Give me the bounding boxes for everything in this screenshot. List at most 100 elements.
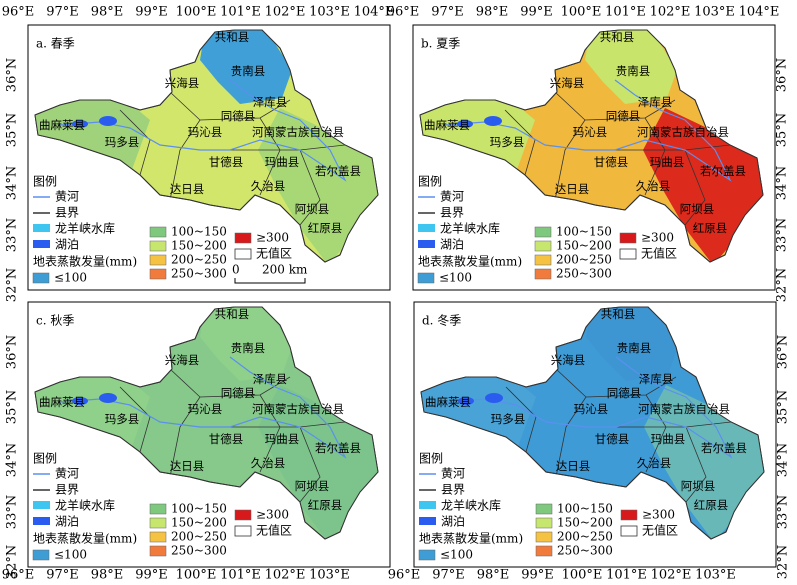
legend-class: ≤100 (54, 548, 87, 562)
county-label: 阿坝县 (680, 202, 715, 216)
county-label: 河南蒙古族自治县 (252, 402, 344, 416)
lake (458, 397, 474, 405)
y-tick-label: 36°N (5, 58, 20, 92)
county-label: 阿坝县 (681, 479, 716, 493)
county-label: 甘德县 (209, 155, 244, 169)
west-patch (420, 95, 535, 175)
panel-label: c. 秋季 (36, 314, 74, 328)
legend-class-swatch (32, 549, 50, 561)
county-label: 玛曲县 (650, 155, 685, 169)
county-label: 玛多县 (490, 135, 525, 149)
county-label: 红原县 (308, 221, 343, 235)
x-tick-label: 103°E (694, 5, 735, 20)
y-tick-label: 32°N (5, 545, 20, 579)
county-label: 玛曲县 (265, 432, 300, 446)
north-patch (585, 30, 677, 104)
x-tick-label: 100°E (176, 568, 217, 583)
x-tick-label: 102°E (265, 5, 306, 20)
legend-border: 县界 (441, 483, 465, 497)
county-label: 贵南县 (616, 64, 651, 78)
region-outline (419, 29, 764, 263)
county-label: 玛曲县 (265, 155, 300, 169)
x-tick-label: 99°E (135, 568, 168, 583)
county-border (684, 149, 706, 226)
legend-class-swatch (149, 545, 167, 557)
legend-class: 200~250 (171, 530, 227, 544)
county-label: 玛多县 (105, 412, 140, 426)
x-tick-label: 97°E (432, 568, 465, 583)
county-label: 同德县 (221, 109, 256, 123)
legend-class: 150~200 (171, 516, 227, 530)
county-label: 同德县 (606, 109, 641, 123)
y-tick-label: 32°N (5, 268, 20, 302)
county-border (299, 426, 321, 503)
x-tick-label: 101°E (605, 5, 646, 20)
lake (99, 393, 117, 403)
county-label: 河南蒙古族自治县 (638, 402, 730, 416)
legend-reservoir: 龙羊峡水库 (55, 498, 115, 513)
county-label: 共和县 (601, 307, 636, 321)
legend-class: 200~250 (556, 253, 612, 267)
lake (72, 120, 88, 128)
legend-class-swatch (234, 509, 252, 521)
legend-class: 200~250 (171, 253, 227, 267)
x-tick-label: 98°E (91, 5, 124, 20)
x-tick-label: 104°E (739, 5, 780, 20)
x-tick-label: 99°E (521, 568, 554, 583)
county-label: 若尔盖县 (315, 441, 361, 455)
county-label: 甘德县 (209, 432, 244, 446)
legend-lake: 湖泊 (55, 237, 79, 252)
county-label: 达日县 (556, 459, 591, 473)
legend-class-swatch (418, 549, 436, 561)
county-label: 同德县 (221, 386, 256, 400)
county-label: 河南蒙古族自治县 (252, 125, 344, 139)
legend-class-swatch (534, 226, 552, 238)
y-tick-label: 36°N (776, 335, 791, 369)
y-tick-label: 35°N (5, 113, 20, 147)
yellow-river (59, 79, 347, 182)
legend-et-title: 地表蒸散发量(mm) (419, 531, 523, 546)
county-label: 兴海县 (551, 353, 586, 367)
x-tick-label: 101°E (220, 568, 261, 583)
x-tick-label: 100°E (176, 5, 217, 20)
county-label: 达日县 (170, 182, 205, 196)
x-tick-label: 98°E (91, 568, 124, 583)
county-label: 若尔盖县 (700, 164, 746, 178)
scale-bar (234, 278, 306, 284)
legend-class-swatch (234, 232, 252, 244)
legend-class: ≥300 (256, 508, 289, 522)
lake (457, 120, 473, 128)
panel-label: b. 夏季 (421, 37, 460, 51)
legend-class: 100~150 (557, 502, 613, 516)
county-label: 达日县 (555, 182, 590, 196)
lake (485, 393, 503, 403)
legend-class: ≤100 (440, 548, 473, 562)
north-patch (200, 30, 292, 104)
legend-et-title: 地表蒸散发量(mm) (33, 531, 137, 546)
yellow-river (445, 356, 733, 459)
county-label: 泽库县 (638, 95, 673, 109)
y-tick-label: 33°N (776, 495, 791, 529)
legend-et-title: 地表蒸散发量(mm) (33, 254, 137, 269)
county-label: 贵南县 (231, 341, 266, 355)
scale-label: 0 (232, 263, 240, 277)
legend-class-swatch (149, 503, 167, 515)
county-label: 玛多县 (491, 412, 526, 426)
y-tick-label: 34°N (5, 443, 20, 477)
lake (99, 116, 117, 126)
legend-class-swatch (534, 240, 552, 252)
x-tick-label: 100°E (562, 568, 603, 583)
county-label: 红原县 (694, 498, 729, 512)
legend-class: ≤100 (54, 271, 87, 285)
legend-class: 100~150 (556, 225, 612, 239)
west-patch (421, 372, 536, 452)
legend-class-swatch (149, 254, 167, 266)
county-label: 若尔盖县 (701, 441, 747, 455)
legend-class-swatch (417, 272, 435, 284)
x-tick-label: 101°E (606, 568, 647, 583)
legend-class: 200~250 (557, 530, 613, 544)
legend-border: 县界 (55, 206, 79, 220)
legend-class-swatch (535, 517, 553, 529)
